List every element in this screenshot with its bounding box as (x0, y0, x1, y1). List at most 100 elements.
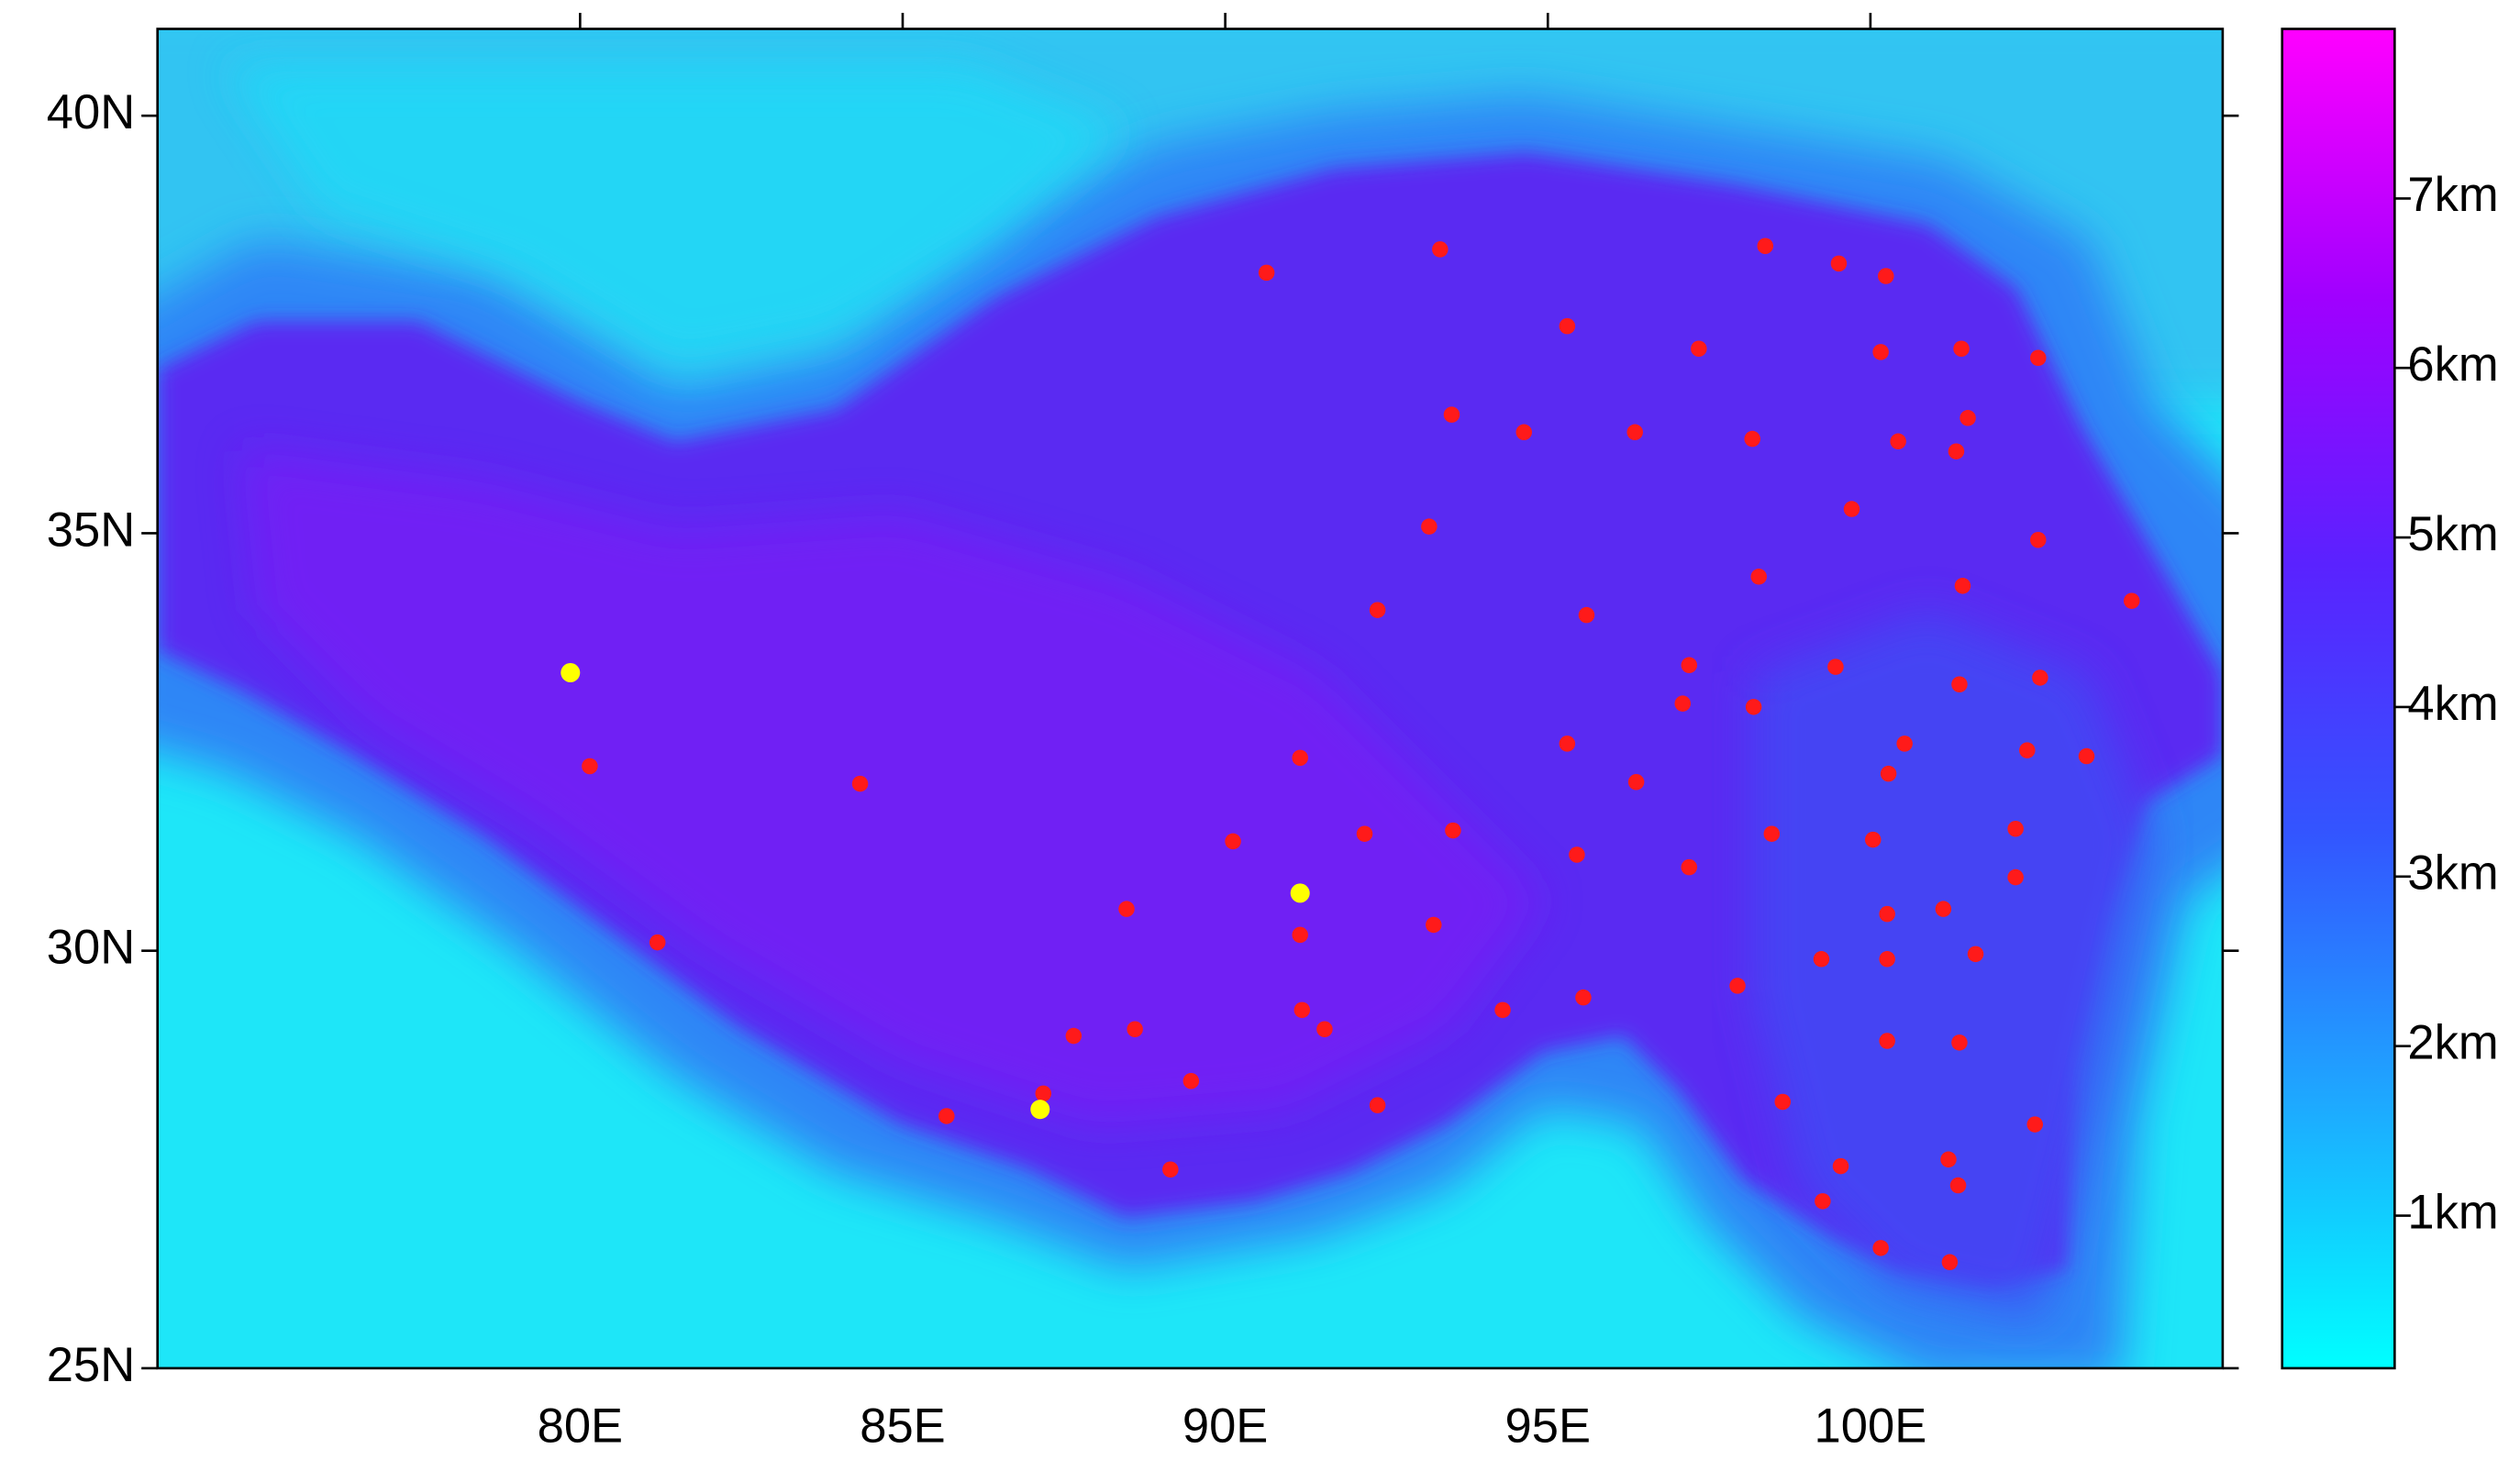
station-marker (2029, 349, 2047, 367)
station-marker (1843, 501, 1860, 517)
x-tick-label: 95E (1505, 1399, 1591, 1453)
station-marker (1896, 736, 1913, 752)
station-marker (649, 934, 666, 951)
station-marker (2026, 1116, 2044, 1133)
station-marker (2007, 821, 2024, 837)
station-marker (1035, 1085, 1052, 1102)
station-marker (1369, 1097, 1386, 1113)
colorbar-tick-label: 1km (2407, 1185, 2498, 1239)
station-marker (1681, 858, 1698, 876)
station-marker (1872, 344, 1889, 360)
y-tick-label: 40N (47, 85, 135, 139)
station-marker (2007, 868, 2024, 886)
x-tick-label: 85E (860, 1399, 945, 1453)
station-marker (1681, 657, 1698, 674)
station-group (582, 238, 2140, 1271)
station-marker (1443, 406, 1460, 423)
station-marker (1878, 268, 1894, 284)
station-marker (1948, 443, 1965, 459)
station-marker (2029, 531, 2047, 548)
station-marker (1959, 410, 1976, 426)
station-marker (1744, 430, 1760, 448)
station-marker (2078, 747, 2095, 765)
x-tick-label: 90E (1182, 1399, 1268, 1453)
station-marker (1627, 774, 1645, 791)
x-tick-label: 100E (1815, 1399, 1927, 1453)
station-marker (1935, 901, 1952, 917)
colorbar-tick-label: 2km (2407, 1016, 2498, 1070)
station-marker (1225, 833, 1241, 850)
colorbar-tick-label: 3km (2407, 846, 2498, 901)
x-tick-label: 80E (538, 1399, 623, 1453)
station-marker (1880, 765, 1897, 782)
station-marker (1674, 695, 1692, 712)
station-marker (1118, 901, 1135, 917)
station-marker (1954, 578, 1971, 594)
station-marker (1432, 241, 1449, 258)
station-marker (1515, 424, 1533, 441)
y-tick-label: 30N (47, 921, 135, 975)
station-marker (1832, 1157, 1849, 1175)
station-marker (1940, 1151, 1957, 1168)
station-marker (1815, 1193, 1831, 1210)
y-tick-label: 35N (47, 503, 135, 557)
station-marker (1421, 518, 1438, 535)
station-marker (582, 758, 598, 775)
station-marker (1559, 317, 1576, 335)
colorbar-tick-label: 4km (2407, 677, 2498, 731)
station-marker (1729, 978, 1746, 994)
colorbar (2281, 28, 2396, 1370)
station-marker (1182, 1072, 1200, 1089)
station-marker (1951, 676, 1968, 693)
station-marker (1575, 989, 1592, 1006)
station-marker (1941, 1254, 1959, 1271)
station-marker (2032, 669, 2048, 686)
station-marker (1578, 606, 1595, 624)
station-marker (1951, 1034, 1968, 1051)
station-marker (1030, 1100, 1050, 1120)
station-marker (1827, 658, 1844, 675)
station-marker (1763, 825, 1781, 842)
station-marker (1872, 1240, 1889, 1256)
station-marker (1369, 602, 1386, 618)
station-marker (1953, 340, 1970, 357)
station-marker (1879, 1033, 1895, 1049)
station-marker (1569, 846, 1585, 863)
station-marker (1445, 822, 1461, 839)
station-marker (1426, 916, 1442, 934)
station-marker (851, 775, 869, 792)
station-marker (2019, 742, 2036, 758)
station-marker (1691, 340, 1707, 357)
station-marker (938, 1108, 955, 1124)
station-marker (1745, 699, 1762, 715)
station-marker (1813, 951, 1830, 968)
station-marker (1890, 433, 1906, 450)
station-marker (1290, 883, 1310, 903)
station-marker (1292, 749, 1308, 767)
station-marker (1750, 569, 1767, 585)
station-marker (1757, 238, 1774, 254)
station-marker (1559, 736, 1576, 752)
station-marker (1494, 1001, 1511, 1019)
station-marker (2123, 592, 2140, 609)
map-frame (156, 28, 2225, 1370)
station-marker (1316, 1021, 1333, 1038)
station-marker (1065, 1027, 1082, 1045)
colorbar-tick-label: 7km (2407, 168, 2498, 222)
station-marker (1830, 255, 1848, 272)
y-tick-label: 25N (47, 1338, 135, 1392)
colorbar-tick-label: 5km (2407, 507, 2498, 561)
station-marker (1879, 905, 1895, 923)
terrain (157, 28, 2223, 1368)
station-marker (1967, 946, 1984, 963)
colorbar-tick-label: 6km (2407, 337, 2498, 392)
station-group (561, 662, 1310, 1120)
station-marker (1949, 1177, 1967, 1194)
station-marker (1879, 951, 1895, 968)
station-marker (1293, 1001, 1311, 1019)
station-marker (1292, 926, 1308, 944)
station-marker (1356, 825, 1373, 842)
station-marker (1258, 264, 1275, 282)
station-marker (1162, 1161, 1179, 1178)
